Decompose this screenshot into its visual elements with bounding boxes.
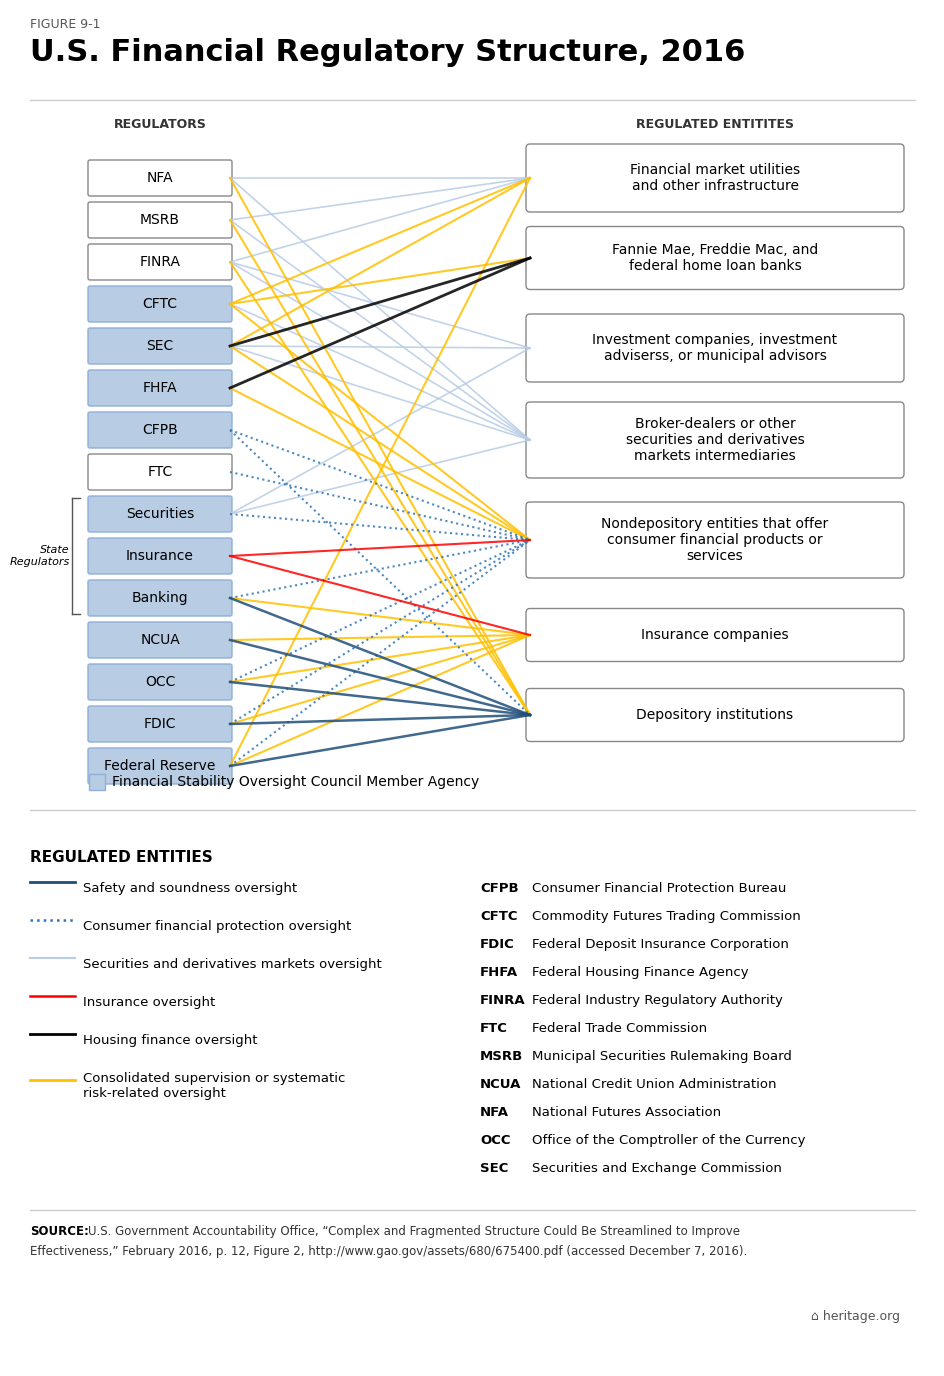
Text: Securities and Exchange Commission: Securities and Exchange Commission bbox=[531, 1161, 781, 1175]
FancyBboxPatch shape bbox=[526, 502, 903, 578]
Text: State
Regulators: State Regulators bbox=[9, 545, 70, 567]
Text: Financial Stability Oversight Council Member Agency: Financial Stability Oversight Council Me… bbox=[112, 775, 479, 788]
FancyBboxPatch shape bbox=[526, 402, 903, 477]
Text: REGULATORS: REGULATORS bbox=[113, 118, 206, 131]
FancyBboxPatch shape bbox=[88, 160, 232, 195]
Text: Commodity Futures Trading Commission: Commodity Futures Trading Commission bbox=[531, 910, 800, 923]
Text: Housing finance oversight: Housing finance oversight bbox=[83, 1033, 257, 1047]
Text: CFPB: CFPB bbox=[142, 422, 177, 438]
Text: REGULATED ENTITITES: REGULATED ENTITITES bbox=[635, 118, 793, 131]
Text: U.S. Government Accountability Office, “Complex and Fragmented Structure Could B: U.S. Government Accountability Office, “… bbox=[88, 1225, 739, 1238]
Text: Insurance oversight: Insurance oversight bbox=[83, 996, 215, 1009]
FancyBboxPatch shape bbox=[88, 454, 232, 490]
FancyBboxPatch shape bbox=[88, 622, 232, 658]
FancyBboxPatch shape bbox=[88, 370, 232, 406]
FancyBboxPatch shape bbox=[88, 244, 232, 279]
Text: FTC: FTC bbox=[147, 465, 173, 479]
Text: Consolidated supervision or systematic
risk-related oversight: Consolidated supervision or systematic r… bbox=[83, 1072, 345, 1099]
FancyBboxPatch shape bbox=[88, 538, 232, 574]
Text: CFTC: CFTC bbox=[143, 297, 177, 311]
Text: FINRA: FINRA bbox=[480, 993, 525, 1007]
Text: NCUA: NCUA bbox=[480, 1077, 521, 1091]
FancyBboxPatch shape bbox=[526, 608, 903, 662]
Text: CFTC: CFTC bbox=[480, 910, 517, 923]
FancyBboxPatch shape bbox=[88, 202, 232, 238]
Text: Federal Reserve: Federal Reserve bbox=[104, 760, 215, 773]
FancyBboxPatch shape bbox=[88, 495, 232, 533]
Text: Municipal Securities Rulemaking Board: Municipal Securities Rulemaking Board bbox=[531, 1050, 791, 1064]
Text: OCC: OCC bbox=[480, 1134, 510, 1148]
Text: Office of the Comptroller of the Currency: Office of the Comptroller of the Currenc… bbox=[531, 1134, 804, 1148]
FancyBboxPatch shape bbox=[526, 144, 903, 212]
FancyBboxPatch shape bbox=[526, 688, 903, 742]
FancyBboxPatch shape bbox=[88, 665, 232, 700]
Text: Federal Trade Commission: Federal Trade Commission bbox=[531, 1022, 706, 1035]
Text: Federal Housing Finance Agency: Federal Housing Finance Agency bbox=[531, 966, 748, 978]
Text: Nondepository entities that offer
consumer financial products or
services: Nondepository entities that offer consum… bbox=[600, 517, 828, 563]
Text: NFA: NFA bbox=[146, 171, 173, 184]
Text: National Futures Association: National Futures Association bbox=[531, 1106, 720, 1119]
Text: National Credit Union Administration: National Credit Union Administration bbox=[531, 1077, 776, 1091]
Text: Fannie Mae, Freddie Mac, and
federal home loan banks: Fannie Mae, Freddie Mac, and federal hom… bbox=[611, 244, 818, 272]
FancyBboxPatch shape bbox=[88, 706, 232, 742]
Text: Financial market utilities
and other infrastructure: Financial market utilities and other inf… bbox=[630, 162, 800, 193]
Text: NCUA: NCUA bbox=[140, 633, 179, 647]
Text: Depository institutions: Depository institutions bbox=[635, 709, 793, 722]
Text: FINRA: FINRA bbox=[140, 255, 180, 268]
Text: Securities: Securities bbox=[126, 506, 194, 522]
Text: SEC: SEC bbox=[480, 1161, 508, 1175]
Text: Effectiveness,” February 2016, p. 12, Figure 2, http://www.gao.gov/assets/680/67: Effectiveness,” February 2016, p. 12, Fi… bbox=[30, 1245, 747, 1258]
Text: SOURCE:: SOURCE: bbox=[30, 1225, 89, 1238]
FancyBboxPatch shape bbox=[88, 327, 232, 365]
Text: Insurance: Insurance bbox=[126, 549, 194, 563]
Text: FHFA: FHFA bbox=[143, 381, 177, 395]
FancyBboxPatch shape bbox=[526, 227, 903, 289]
Text: ⌂ heritage.org: ⌂ heritage.org bbox=[810, 1310, 899, 1322]
Text: Consumer Financial Protection Bureau: Consumer Financial Protection Bureau bbox=[531, 882, 785, 894]
FancyBboxPatch shape bbox=[88, 749, 232, 784]
Text: FDIC: FDIC bbox=[143, 717, 177, 731]
FancyBboxPatch shape bbox=[89, 773, 105, 790]
FancyBboxPatch shape bbox=[88, 286, 232, 322]
FancyBboxPatch shape bbox=[88, 411, 232, 449]
Text: FIGURE 9-1: FIGURE 9-1 bbox=[30, 18, 100, 32]
Text: U.S. Financial Regulatory Structure, 2016: U.S. Financial Regulatory Structure, 201… bbox=[30, 39, 745, 67]
Text: FDIC: FDIC bbox=[480, 938, 514, 951]
Text: Broker-dealers or other
securities and derivatives
markets intermediaries: Broker-dealers or other securities and d… bbox=[625, 417, 803, 464]
Text: FTC: FTC bbox=[480, 1022, 507, 1035]
Text: CFPB: CFPB bbox=[480, 882, 518, 894]
Text: MSRB: MSRB bbox=[480, 1050, 523, 1064]
Text: REGULATED ENTITIES: REGULATED ENTITIES bbox=[30, 850, 212, 866]
Text: Federal Deposit Insurance Corporation: Federal Deposit Insurance Corporation bbox=[531, 938, 788, 951]
Text: Investment companies, investment
adviserss, or municipal advisors: Investment companies, investment adviser… bbox=[592, 333, 836, 363]
Text: Insurance companies: Insurance companies bbox=[641, 627, 788, 643]
Text: SEC: SEC bbox=[146, 338, 174, 354]
Text: Federal Industry Regulatory Authority: Federal Industry Regulatory Authority bbox=[531, 993, 782, 1007]
Text: Consumer financial protection oversight: Consumer financial protection oversight bbox=[83, 921, 351, 933]
Text: FHFA: FHFA bbox=[480, 966, 517, 978]
FancyBboxPatch shape bbox=[526, 314, 903, 383]
FancyBboxPatch shape bbox=[88, 581, 232, 616]
Text: Safety and soundness oversight: Safety and soundness oversight bbox=[83, 882, 296, 894]
Text: OCC: OCC bbox=[144, 676, 175, 689]
Text: NFA: NFA bbox=[480, 1106, 509, 1119]
Text: Banking: Banking bbox=[131, 592, 188, 605]
Text: Securities and derivatives markets oversight: Securities and derivatives markets overs… bbox=[83, 958, 381, 971]
Text: MSRB: MSRB bbox=[140, 213, 179, 227]
